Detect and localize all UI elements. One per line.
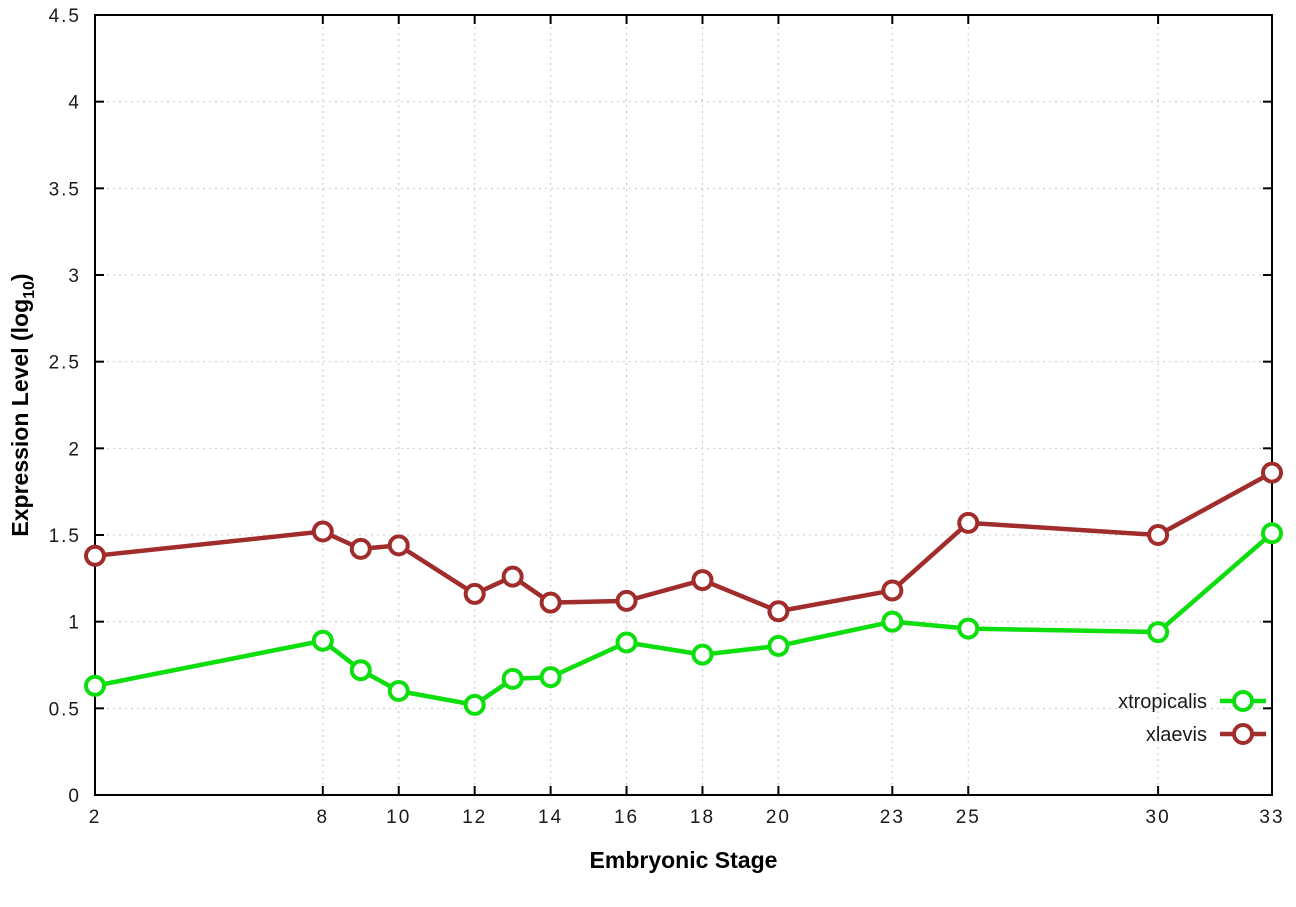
data-point-marker [957,511,980,534]
grid-lines [95,15,1272,795]
data-point-marker [1147,621,1170,644]
data-point-marker [539,666,562,689]
data-point-marker [767,600,790,623]
svg-text:33: 33 [1259,807,1284,828]
svg-text:16: 16 [614,807,639,828]
svg-text:2.5: 2.5 [49,353,81,374]
svg-text:8: 8 [317,807,330,828]
data-point-marker [1261,461,1283,484]
svg-text:2: 2 [68,439,81,460]
data-point-marker [615,631,638,654]
data-point-marker [881,579,904,602]
svg-text:30: 30 [1146,807,1171,828]
y-tick-labels: 0 0.5 1 1.5 2 2.5 3 3.5 4 4.5 [49,6,81,807]
data-point-marker [881,610,904,633]
data-point-marker [539,591,562,614]
svg-text:2: 2 [89,807,102,828]
svg-text:0: 0 [68,786,81,807]
svg-text:23: 23 [880,807,905,828]
svg-text:3.5: 3.5 [49,179,81,200]
y-axis-label: Expression Level (log10) [7,273,38,536]
legend-entry-xtropicalis: xtropicalis [1118,690,1266,713]
legend-label: xlaevis [1146,724,1207,746]
data-point-marker [957,617,980,640]
data-point-marker [84,674,106,697]
svg-text:4: 4 [68,93,81,114]
legend-label: xtropicalis [1118,691,1207,713]
data-point-marker [311,520,334,543]
plot-border [94,14,1273,796]
data-point-marker [691,643,714,666]
svg-text:10: 10 [386,807,411,828]
svg-text:25: 25 [956,807,981,828]
legend: xtropicalis xlaevis [1118,690,1266,746]
svg-text:0.5: 0.5 [49,699,81,720]
x-tick-labels: 2 8 10 12 14 16 18 20 23 25 30 33 [89,807,1284,828]
svg-text:14: 14 [538,807,563,828]
legend-entry-xlaevis: xlaevis [1146,723,1266,746]
data-point-marker [349,537,372,560]
series-xlaevis [84,461,1283,623]
data-point-marker [349,659,372,682]
svg-text:12: 12 [462,807,487,828]
svg-text:4.5: 4.5 [49,6,81,27]
data-point-marker [463,693,486,716]
data-point-marker [84,544,106,567]
data-point-marker [387,680,410,702]
legend-sample-marker [1232,690,1254,712]
svg-text:1.5: 1.5 [49,526,81,547]
data-point-marker [1261,522,1283,545]
data-point-marker [1147,524,1170,546]
data-point-marker [767,634,790,657]
data-point-marker [501,667,524,690]
svg-text:18: 18 [690,807,715,828]
data-point-marker [615,589,638,612]
series-xtropicalis [84,522,1283,716]
data-point-marker [387,534,410,557]
x-axis-label: Embryonic Stage [590,847,778,873]
svg-text:3: 3 [68,266,81,287]
data-point-marker [463,582,486,605]
data-point-marker [691,569,714,592]
legend-sample-marker [1232,723,1254,745]
tick-marks [94,14,1273,796]
svg-text:20: 20 [766,807,791,828]
data-point-marker [311,629,334,652]
svg-text:1: 1 [68,613,81,634]
data-point-marker [501,565,524,588]
